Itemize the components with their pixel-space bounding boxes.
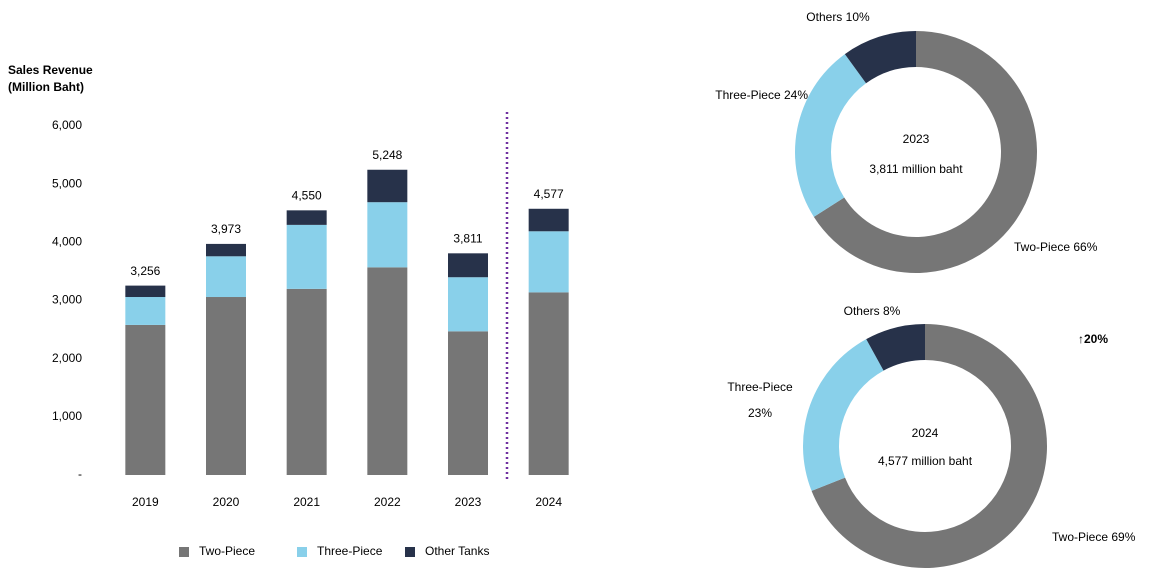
total-label: 4,577 — [534, 187, 564, 201]
slice-category: Three-Piece — [727, 380, 793, 394]
y-tick-label: 5,000 — [52, 176, 82, 190]
slice-label: Three-Piece 23% — [727, 380, 793, 420]
slice-value: 66% — [1073, 240, 1097, 254]
total-label: 4,550 — [292, 189, 322, 203]
total-label: 3,811 — [453, 231, 482, 245]
bar-segment — [528, 292, 569, 475]
bar-segment — [367, 267, 408, 475]
y-tick-label: 1,000 — [52, 409, 82, 423]
bar-segment — [448, 277, 488, 332]
x-tick-label: 2020 — [213, 495, 240, 509]
slice-value: 69% — [1111, 530, 1135, 544]
x-tick-label: 2019 — [132, 495, 159, 509]
slice-category: Three-Piece — [715, 88, 781, 102]
bar-segment — [528, 231, 569, 293]
bar-segment — [125, 324, 166, 475]
bar-segment — [206, 256, 246, 298]
bar-segment — [448, 331, 488, 475]
donut-slice — [794, 54, 867, 217]
legend-label: Two-Piece — [199, 544, 255, 558]
bar-segment — [448, 253, 488, 278]
bar-segment — [286, 288, 327, 475]
donut-subtitle: 4,577 million baht — [878, 454, 973, 468]
y-tick-label: 6,000 — [52, 118, 82, 132]
donut-slice — [811, 324, 1047, 569]
legend-label: Other Tanks — [425, 544, 489, 558]
donut-title: 2024 — [912, 426, 939, 440]
y-axis-label: (Million Baht) — [8, 80, 84, 94]
annotation: ↑20% — [1078, 332, 1108, 346]
bar-segment — [528, 208, 569, 232]
y-tick-label: 2,000 — [52, 351, 82, 365]
donut-slice — [844, 31, 916, 84]
bar-segment — [206, 297, 246, 475]
total-label: 5,248 — [372, 148, 402, 162]
slice-value: 10% — [846, 10, 870, 24]
donut-slice — [813, 31, 1038, 273]
bar-segment — [286, 224, 327, 289]
bar-segment — [206, 243, 246, 257]
legend-swatch — [405, 547, 415, 557]
legend-swatch — [179, 547, 189, 557]
slice-label: Others 10% — [806, 10, 870, 24]
slice-label: Two-Piece 66% — [1014, 240, 1098, 254]
bar-segment — [125, 285, 166, 298]
bar-segment — [286, 210, 327, 225]
donut-title: 2023 — [903, 132, 930, 146]
x-tick-label: 2022 — [374, 495, 401, 509]
x-tick-label: 2021 — [293, 495, 320, 509]
y-tick-label: 3,000 — [52, 293, 82, 307]
donut-slice — [866, 324, 925, 371]
slice-label: Others 8% — [844, 304, 901, 318]
total-label: 3,973 — [211, 222, 241, 236]
slice-label: Three-Piece 24% — [715, 88, 808, 102]
x-tick-label: 2024 — [535, 495, 562, 509]
bar-segment — [125, 297, 166, 325]
slice-category: Two-Piece — [1014, 240, 1070, 254]
slice-category: Others — [844, 304, 880, 318]
donut-subtitle: 3,811 million baht — [869, 162, 963, 176]
bar-segment — [367, 202, 408, 268]
slice-value: 23% — [748, 406, 772, 420]
slice-category: Two-Piece — [1052, 530, 1108, 544]
y-axis-label: Sales Revenue — [8, 63, 93, 77]
x-tick-label: 2023 — [455, 495, 482, 509]
slice-label: Two-Piece 69% — [1052, 530, 1136, 544]
slice-value: 8% — [883, 304, 901, 318]
y-tick-label: - — [78, 467, 82, 481]
bar-segment — [367, 169, 408, 203]
legend-label: Three-Piece — [317, 544, 383, 558]
total-label: 3,256 — [130, 264, 160, 278]
y-tick-label: 4,000 — [52, 235, 82, 249]
legend-swatch — [297, 547, 307, 557]
slice-value: 24% — [784, 88, 808, 102]
donut-slice — [803, 339, 884, 491]
slice-category: Others — [806, 10, 842, 24]
